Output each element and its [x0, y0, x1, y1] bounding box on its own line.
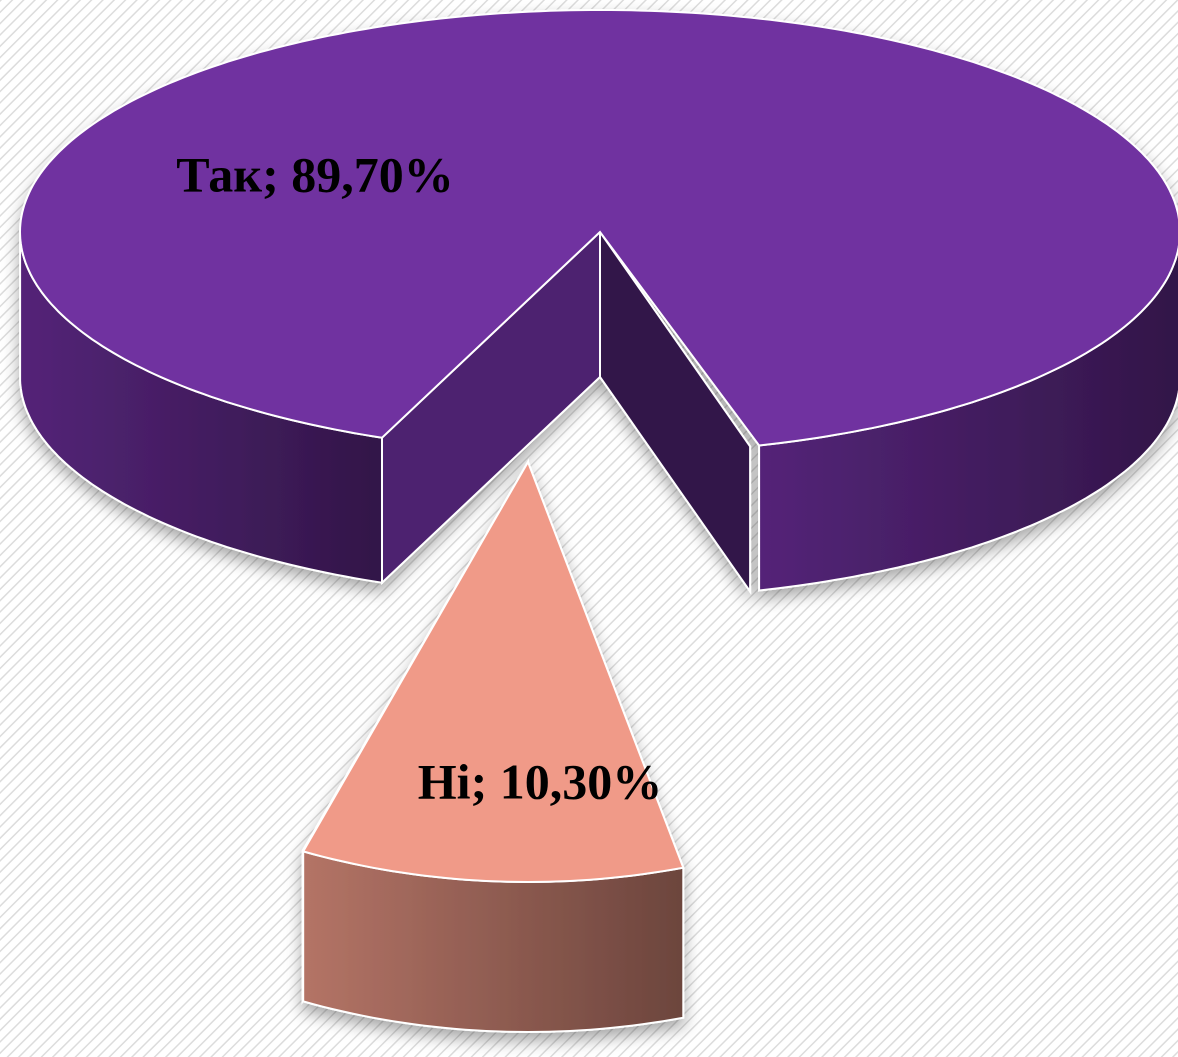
slice-top [301, 459, 685, 884]
data-label: Ні; 10,30% [418, 753, 662, 809]
data-label: Так; 89,70% [176, 146, 454, 202]
slice-top [18, 9, 1178, 447]
pie-slice [18, 9, 1178, 595]
pie-slice [301, 458, 685, 1034]
slice-cut-face [599, 228, 752, 595]
